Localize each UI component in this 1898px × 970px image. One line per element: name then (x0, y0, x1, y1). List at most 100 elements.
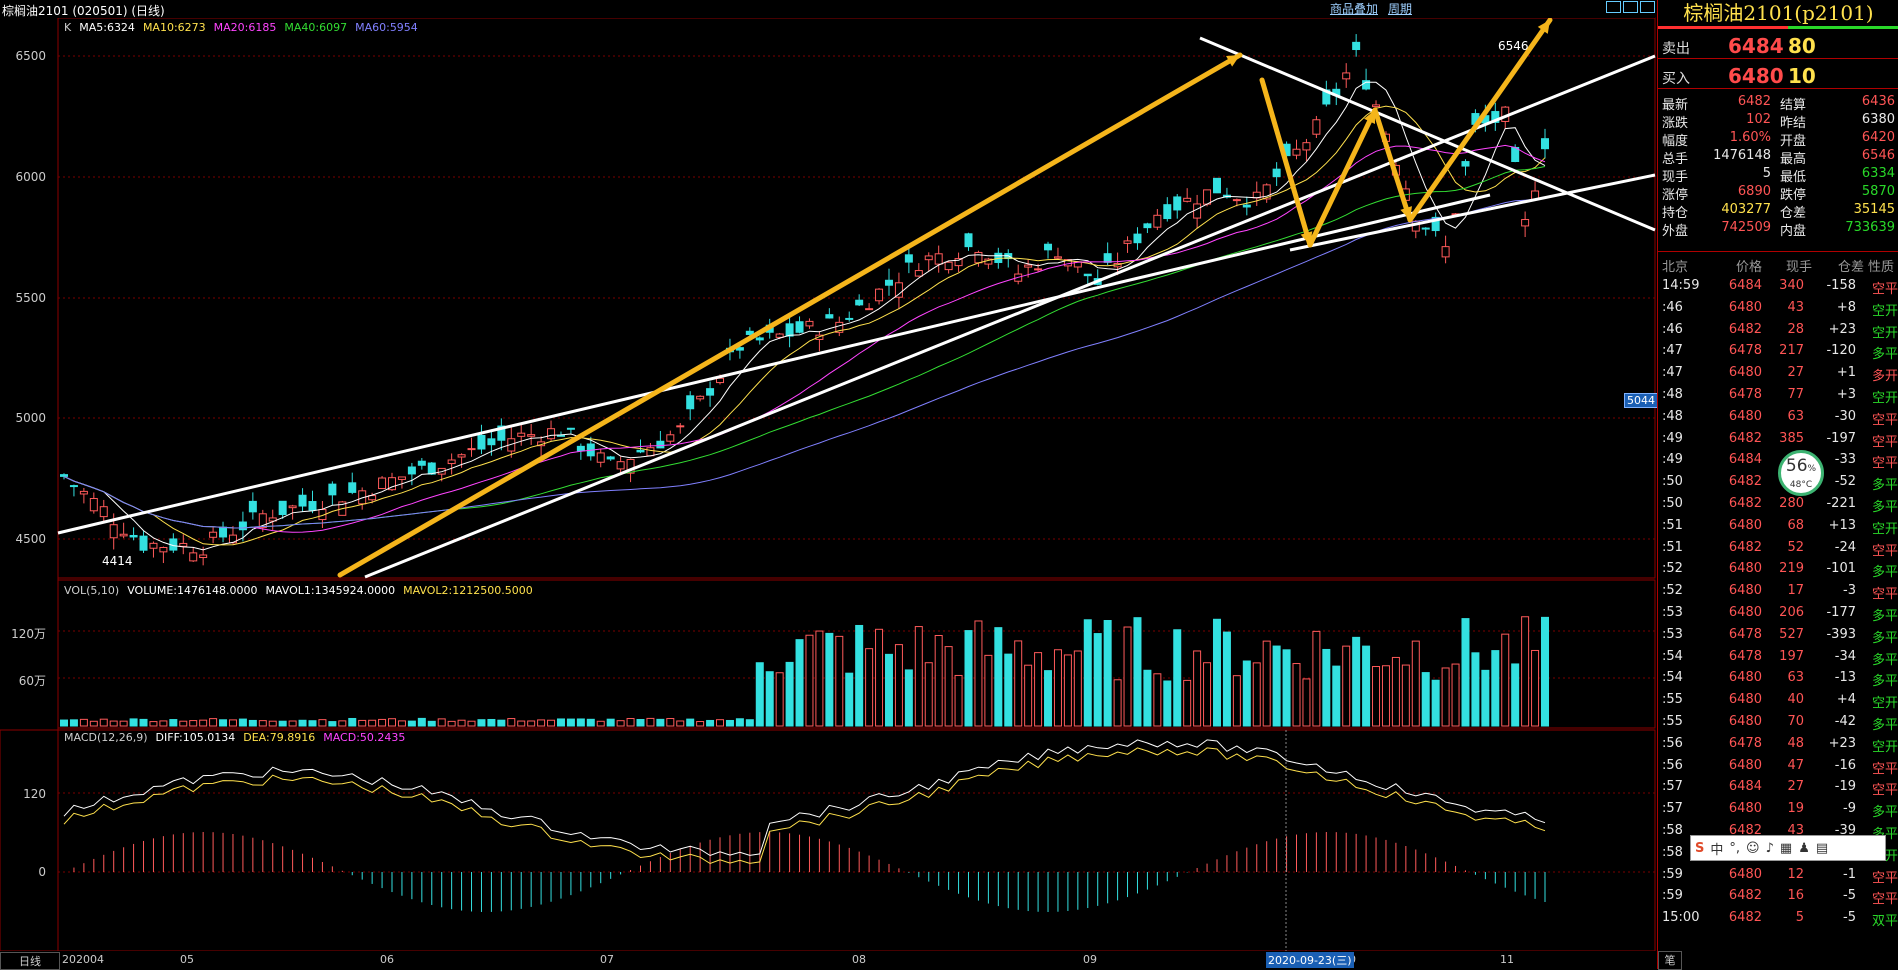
volume-bar (884, 653, 893, 727)
volume-bar (1262, 640, 1271, 727)
volume-bar (696, 721, 705, 727)
candle-body (427, 462, 436, 475)
candle-body (845, 317, 854, 320)
legend-item: MAVOL2:1212500.5000 (403, 584, 533, 597)
candle-body (1272, 168, 1281, 178)
volume-bar (616, 720, 625, 727)
volume-bar (517, 720, 526, 727)
candle-body (1421, 227, 1430, 230)
volume-bar (368, 719, 377, 727)
candle-body (696, 395, 705, 400)
microphone-icon[interactable]: ♪ (1765, 840, 1774, 856)
sell-row: 卖出 6484 80 (1658, 32, 1898, 59)
tick-n: 多平 (1871, 630, 1898, 646)
volume-bar (69, 719, 78, 727)
candle-body (308, 501, 317, 511)
cpu-usage-badge[interactable]: 56% 48°C (1778, 450, 1824, 496)
stat-value: 403277 (1721, 202, 1771, 217)
tick-t: :49 (1662, 452, 1683, 468)
toolbox-icon[interactable]: ▤ (1815, 840, 1829, 856)
ime-toolbar[interactable]: S 中 °, ☺ ♪ ▦ ♟ ▤ (1690, 835, 1886, 861)
layout-window-icon[interactable] (1623, 1, 1638, 13)
tick-row: :51 6480 68 +13 空开 (1658, 516, 1898, 537)
volume-bar (358, 719, 367, 727)
candle-body (517, 432, 526, 437)
period-link[interactable]: 周期 (1387, 1, 1412, 16)
skin-icon[interactable]: ♟ (1798, 840, 1810, 856)
daily-tab[interactable]: 日线 (0, 952, 60, 970)
restore-window-icon[interactable] (1606, 1, 1621, 13)
arrow-head (1364, 110, 1376, 124)
punctuation-icon[interactable]: °, (1729, 840, 1741, 856)
tick-row: 14:59 6484 340 -158 空平 (1658, 276, 1898, 297)
candle-body (268, 517, 277, 522)
volume-bar (1471, 652, 1480, 727)
candle-body (566, 427, 575, 430)
stat-value: 6420 (1861, 130, 1895, 145)
high-price-label: 6546 (1498, 39, 1529, 53)
candle-body (1541, 138, 1549, 150)
chart-title: 棕榈油2101 (020501) (日线) (2, 4, 165, 18)
stat-value: 6546 (1861, 148, 1895, 163)
candle-body (139, 535, 148, 551)
volume-bar (845, 672, 854, 727)
candle-body (706, 388, 715, 396)
tick-t: :55 (1662, 714, 1683, 729)
tick-d: -16 (1834, 757, 1856, 773)
overlay-commodity-link[interactable]: 商品叠加 (1329, 1, 1378, 16)
tick-d: -197 (1826, 430, 1856, 446)
y-axis-label: 5500 (15, 291, 46, 305)
volume-bar (129, 718, 138, 727)
tick-t: :59 (1662, 888, 1683, 904)
ticks-tab[interactable]: 笔 (1658, 951, 1682, 970)
volume-y-label: 60万 (18, 674, 46, 688)
tick-p: 6478 (1728, 648, 1762, 664)
date-label: 11 (1500, 953, 1514, 966)
trendline-channel (364, 54, 1656, 579)
ime-mode-label[interactable]: 中 (1710, 842, 1724, 858)
tick-n: 空平 (1871, 282, 1898, 297)
legend-item: MACD(12,26,9) (64, 731, 148, 744)
tick-p: 6480 (1728, 408, 1762, 424)
candle-body (914, 270, 923, 277)
tick-t: :56 (1662, 735, 1683, 751)
tick-row: :47 6480 27 +1 多开 (1658, 363, 1898, 384)
volume-bar (914, 626, 923, 727)
volume-bar (556, 718, 565, 727)
volume-bar (1272, 645, 1281, 727)
candle-body (1242, 204, 1251, 208)
kline-chart-canvas[interactable] (0, 0, 1656, 951)
tick-p: 6482 (1728, 888, 1762, 904)
stat-label: 现手 (1662, 170, 1689, 185)
tick-v: 27 (1787, 779, 1804, 795)
tick-t: :56 (1662, 757, 1683, 773)
candle-body (447, 459, 456, 465)
y-axis-label: 6000 (15, 170, 46, 184)
tick-n: 空平 (1871, 892, 1898, 908)
tick-n: 多平 (1871, 478, 1898, 494)
volume-bar (437, 718, 446, 727)
candle-body (119, 533, 128, 537)
candle-body (507, 438, 516, 452)
trend-arrow (1372, 107, 1413, 223)
candle-body (1212, 177, 1221, 194)
volume-bar (626, 718, 635, 727)
keyboard-icon[interactable]: ▦ (1779, 840, 1793, 856)
tick-row: :54 6480 63 -13 多平 (1658, 668, 1898, 689)
tick-t: :46 (1662, 299, 1683, 315)
emoji-icon[interactable]: ☺ (1746, 840, 1760, 856)
stat-label: 持仓 (1662, 206, 1689, 221)
close-window-icon[interactable] (1640, 1, 1655, 13)
date-label: 06 (380, 953, 394, 966)
candle-body (1024, 264, 1033, 268)
candle-body (1521, 219, 1530, 227)
volume-bar (1242, 660, 1251, 727)
volume-bar (547, 719, 556, 727)
volume-bar (139, 718, 148, 727)
candle-body (457, 454, 466, 458)
ma-line-10 (63, 105, 1546, 546)
tick-n: 多平 (1871, 805, 1898, 821)
tick-v: 280 (1779, 496, 1804, 511)
legend-item: K (64, 21, 72, 34)
volume-bar (447, 720, 456, 727)
